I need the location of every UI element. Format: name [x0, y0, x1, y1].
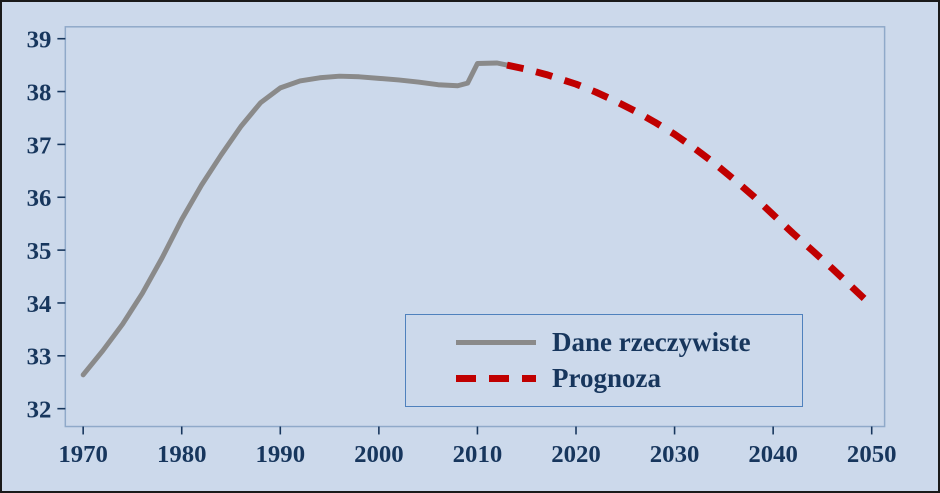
- y-tick-label: 34: [27, 291, 52, 318]
- legend-item-actual: Dane rzeczywiste: [456, 326, 802, 357]
- y-tick-label: 35: [27, 238, 52, 265]
- plot-border: [64, 26, 886, 428]
- legend: Dane rzeczywiste Prognoza: [405, 314, 803, 407]
- legend-label-actual: Dane rzeczywiste: [552, 326, 751, 357]
- x-tick-label: 1990: [256, 441, 306, 468]
- y-tick-label: 33: [27, 344, 52, 371]
- x-tick-label: 2010: [453, 441, 503, 468]
- x-tick-label: 2040: [748, 441, 798, 468]
- x-tick-label: 1980: [157, 441, 207, 468]
- y-tick-label: 36: [27, 185, 52, 212]
- y-tick-label: 32: [27, 397, 52, 424]
- legend-line-sample-actual: [456, 339, 536, 345]
- y-tick-label: 39: [27, 27, 52, 54]
- actual-data-line: [80, 60, 510, 378]
- x-tick-label: 1970: [58, 441, 108, 468]
- y-tick-label: 37: [27, 132, 52, 159]
- y-tick-label: 38: [27, 79, 52, 106]
- x-tick-label: 2050: [847, 441, 897, 468]
- legend-label-forecast: Prognoza: [552, 363, 661, 394]
- x-tick-label: 2030: [650, 441, 700, 468]
- x-tick-label: 2000: [354, 441, 404, 468]
- legend-line-sample-forecast: [456, 375, 536, 383]
- forecast-line: [506, 61, 875, 309]
- x-tick-label: 2020: [551, 441, 601, 468]
- legend-item-forecast: Prognoza: [456, 365, 802, 392]
